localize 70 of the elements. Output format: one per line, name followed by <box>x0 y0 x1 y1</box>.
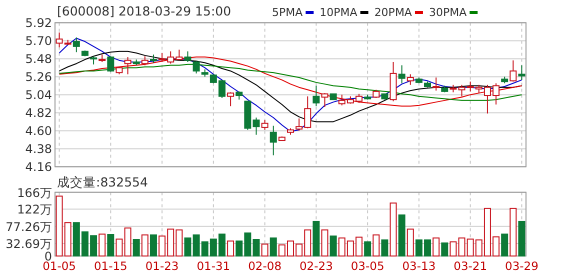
bar <box>390 202 397 256</box>
bar <box>501 234 508 256</box>
x-tick-label: 03-13 <box>402 259 436 273</box>
y-tick-label: 166万 <box>17 186 52 200</box>
bar <box>398 214 406 256</box>
chart-title: [600008] 2018-03-29 15:00 <box>57 4 232 19</box>
x-tick-label: 02-23 <box>299 259 333 273</box>
bar <box>312 220 320 256</box>
bar <box>98 234 106 256</box>
y-tick-label: 4.82 <box>25 106 52 120</box>
bar <box>450 241 457 256</box>
x-tick-label: 01-05 <box>42 259 76 273</box>
bar <box>330 236 337 256</box>
candlestick <box>321 92 328 108</box>
candlestick <box>227 92 234 107</box>
bar <box>510 208 517 256</box>
x-tick-label: 01-15 <box>94 259 128 273</box>
bar <box>270 237 277 256</box>
candlestick <box>406 74 414 86</box>
candlestick <box>270 125 277 156</box>
legend-label: 5PMA <box>272 6 304 19</box>
candlestick <box>124 56 132 75</box>
x-tick-label: 01-31 <box>196 259 230 273</box>
text: 成交量:832554 <box>57 174 148 190</box>
bar <box>124 227 132 256</box>
y-tick-label: 4.16 <box>25 160 52 174</box>
candlestick <box>107 56 114 72</box>
y-tick-label: 5.70 <box>25 34 52 48</box>
bar <box>116 238 123 256</box>
y-tick-label: 5.04 <box>25 88 52 102</box>
bar <box>107 234 114 256</box>
candlestick <box>510 60 517 82</box>
x-tick-label: 03-05 <box>350 259 384 273</box>
bar <box>432 237 440 256</box>
y-tick-label: 4.38 <box>25 142 52 156</box>
y-tick-label: 4.60 <box>25 124 52 138</box>
bar <box>364 241 372 256</box>
candlestick <box>518 64 526 80</box>
x-tick-label: 01-23 <box>145 259 179 273</box>
x-tick-label: 02-08 <box>248 259 282 273</box>
bar <box>321 229 328 256</box>
bar <box>184 237 192 256</box>
y-tick-label: 77.26万 <box>6 220 52 234</box>
legend-label: 10PMA <box>320 6 358 19</box>
y-tick-label: 5.92 <box>25 16 52 30</box>
candlestick <box>184 50 192 62</box>
bar <box>372 234 380 256</box>
y-tick-label: 5.48 <box>25 52 52 66</box>
x-tick-label: 03-21 <box>454 259 488 273</box>
bar <box>381 239 388 256</box>
bar <box>261 244 268 256</box>
candlestick <box>72 36 80 53</box>
bar <box>406 228 414 256</box>
candlestick <box>261 120 268 130</box>
bar <box>150 234 157 256</box>
candlestick <box>398 64 406 84</box>
candlestick <box>312 85 320 107</box>
y-tick-label: 5.26 <box>25 70 52 84</box>
candlestick <box>432 77 440 92</box>
bar <box>132 239 140 256</box>
bar <box>518 220 526 256</box>
y-tick-label: 122万 <box>17 202 52 217</box>
bar <box>227 240 234 256</box>
legend-label: 30PMA <box>428 6 468 19</box>
legend-label: 20PMA <box>374 6 412 19</box>
bar <box>441 242 448 256</box>
y-tick-label: 32.69万 <box>6 236 52 251</box>
bar <box>141 234 148 256</box>
x-tick-label: 03-29 <box>505 259 538 273</box>
candlestick <box>192 60 200 74</box>
